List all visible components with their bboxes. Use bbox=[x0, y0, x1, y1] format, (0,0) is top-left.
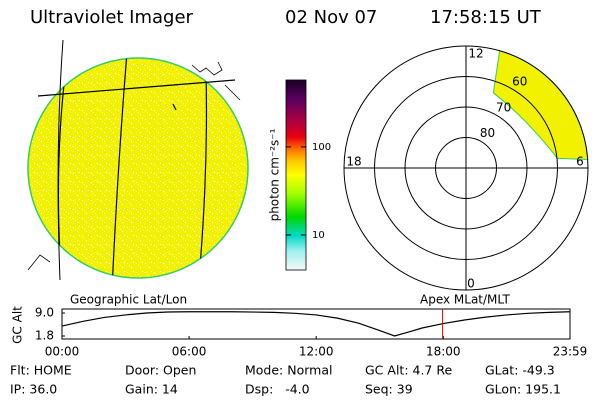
x-tick-label: 18:00 bbox=[426, 345, 461, 359]
altitude-line bbox=[61, 311, 570, 337]
x-tick-label: 00:00 bbox=[45, 345, 80, 359]
lat-label: 80 bbox=[480, 126, 495, 140]
x-tick-label: 06:00 bbox=[172, 345, 207, 359]
status-field: Gain: 14 bbox=[125, 382, 178, 397]
lat-ring bbox=[435, 137, 497, 199]
status-field: IP: 36.0 bbox=[10, 382, 57, 397]
status-field: Door: Open bbox=[125, 363, 196, 378]
colorbar-tick-label: 100 bbox=[312, 142, 331, 153]
hour-label: 18 bbox=[346, 155, 361, 169]
colorbar-label: photon cm⁻²s⁻¹ bbox=[268, 128, 282, 221]
colorbar bbox=[285, 79, 307, 271]
x-tick-label: 23:59 bbox=[553, 345, 588, 359]
status-field: GC Alt: 4.7 Re bbox=[365, 363, 452, 378]
status-field: Mode: Normal bbox=[245, 363, 332, 378]
annotation: Geographic Lat/Lon bbox=[70, 293, 187, 307]
hour-label: 6 bbox=[576, 155, 584, 169]
status-field: Flt: HOME bbox=[10, 363, 72, 378]
y-axis-label: GC Alt bbox=[11, 306, 25, 344]
x-tick-label: 12:00 bbox=[299, 345, 334, 359]
status-field: Dsp: -4.0 bbox=[245, 382, 310, 397]
status-field: GLat: -49.3 bbox=[485, 363, 555, 378]
lat-label: 70 bbox=[496, 100, 511, 114]
title: Ultraviolet Imager bbox=[30, 7, 194, 28]
annotation: Apex MLat/MLT bbox=[420, 293, 510, 307]
lat-label: 60 bbox=[512, 74, 527, 88]
date: 02 Nov 07 bbox=[285, 7, 377, 28]
hour-label: 0 bbox=[467, 277, 475, 291]
status-field: GLon: 195.1 bbox=[485, 382, 561, 397]
lat-ring bbox=[374, 76, 558, 260]
lat-ring bbox=[404, 106, 528, 230]
time: 17:58:15 UT bbox=[430, 7, 542, 28]
globe-image bbox=[27, 39, 249, 281]
y-tick-label: 1.8 bbox=[35, 328, 54, 342]
status-field: Seq: 39 bbox=[365, 382, 413, 397]
hour-label: 12 bbox=[468, 47, 483, 61]
colorbar-tick-label: 10 bbox=[312, 230, 325, 241]
y-tick-label: 9.0 bbox=[35, 305, 54, 319]
